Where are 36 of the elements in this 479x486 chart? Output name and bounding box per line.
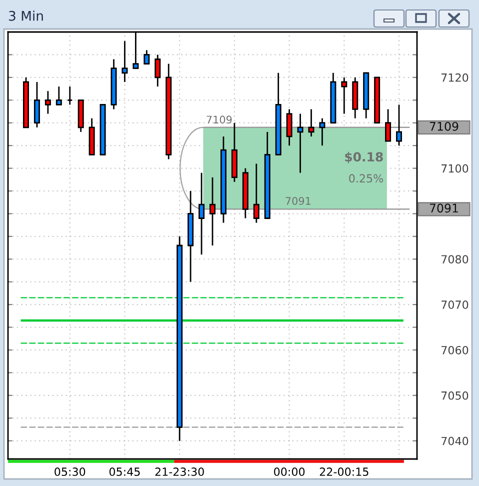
y-tick-label: 7050 [442,391,468,400]
candlestick [341,76,348,114]
candlestick [122,40,128,83]
candlestick [319,118,326,146]
y-tick-label: 7120 [442,73,468,82]
candlestick [210,176,216,246]
y-tick-label: 7100 [442,164,468,173]
x-tick-label: 05:30 [54,468,86,476]
annotation: 7109 [206,116,232,124]
candlestick [308,108,314,138]
candlestick [198,172,205,256]
candlestick [34,81,40,128]
annotation: 7091 [286,196,310,205]
candlestick [385,108,392,142]
ref-line-label: 7091 [430,204,458,213]
candlestick [144,49,150,64]
chart-title: 3 Min [9,10,43,21]
candlestick [154,54,161,88]
x-tick-label: 00:00 [274,468,305,476]
candlestick [286,108,292,146]
ref-line-label: 7109 [430,122,458,131]
candlestick [56,86,62,106]
annotation: $0.18 [345,152,383,164]
x-tick-label: 21-23:30 [155,468,204,476]
candlestick [66,86,73,106]
annotation: 0.25% [349,174,384,183]
candlestick [44,90,51,114]
candlestick [396,104,402,146]
y-tick-label: 7040 [442,436,468,446]
y-tick-label: 7060 [442,346,468,354]
x-tick-label: 22-00:15 [320,468,368,476]
candlestick [253,163,260,224]
candlestick [297,113,304,174]
y-tick-label: 7080 [442,255,468,264]
y-tick-label: 7070 [442,300,468,309]
x-tick-label: 05:45 [109,468,140,476]
